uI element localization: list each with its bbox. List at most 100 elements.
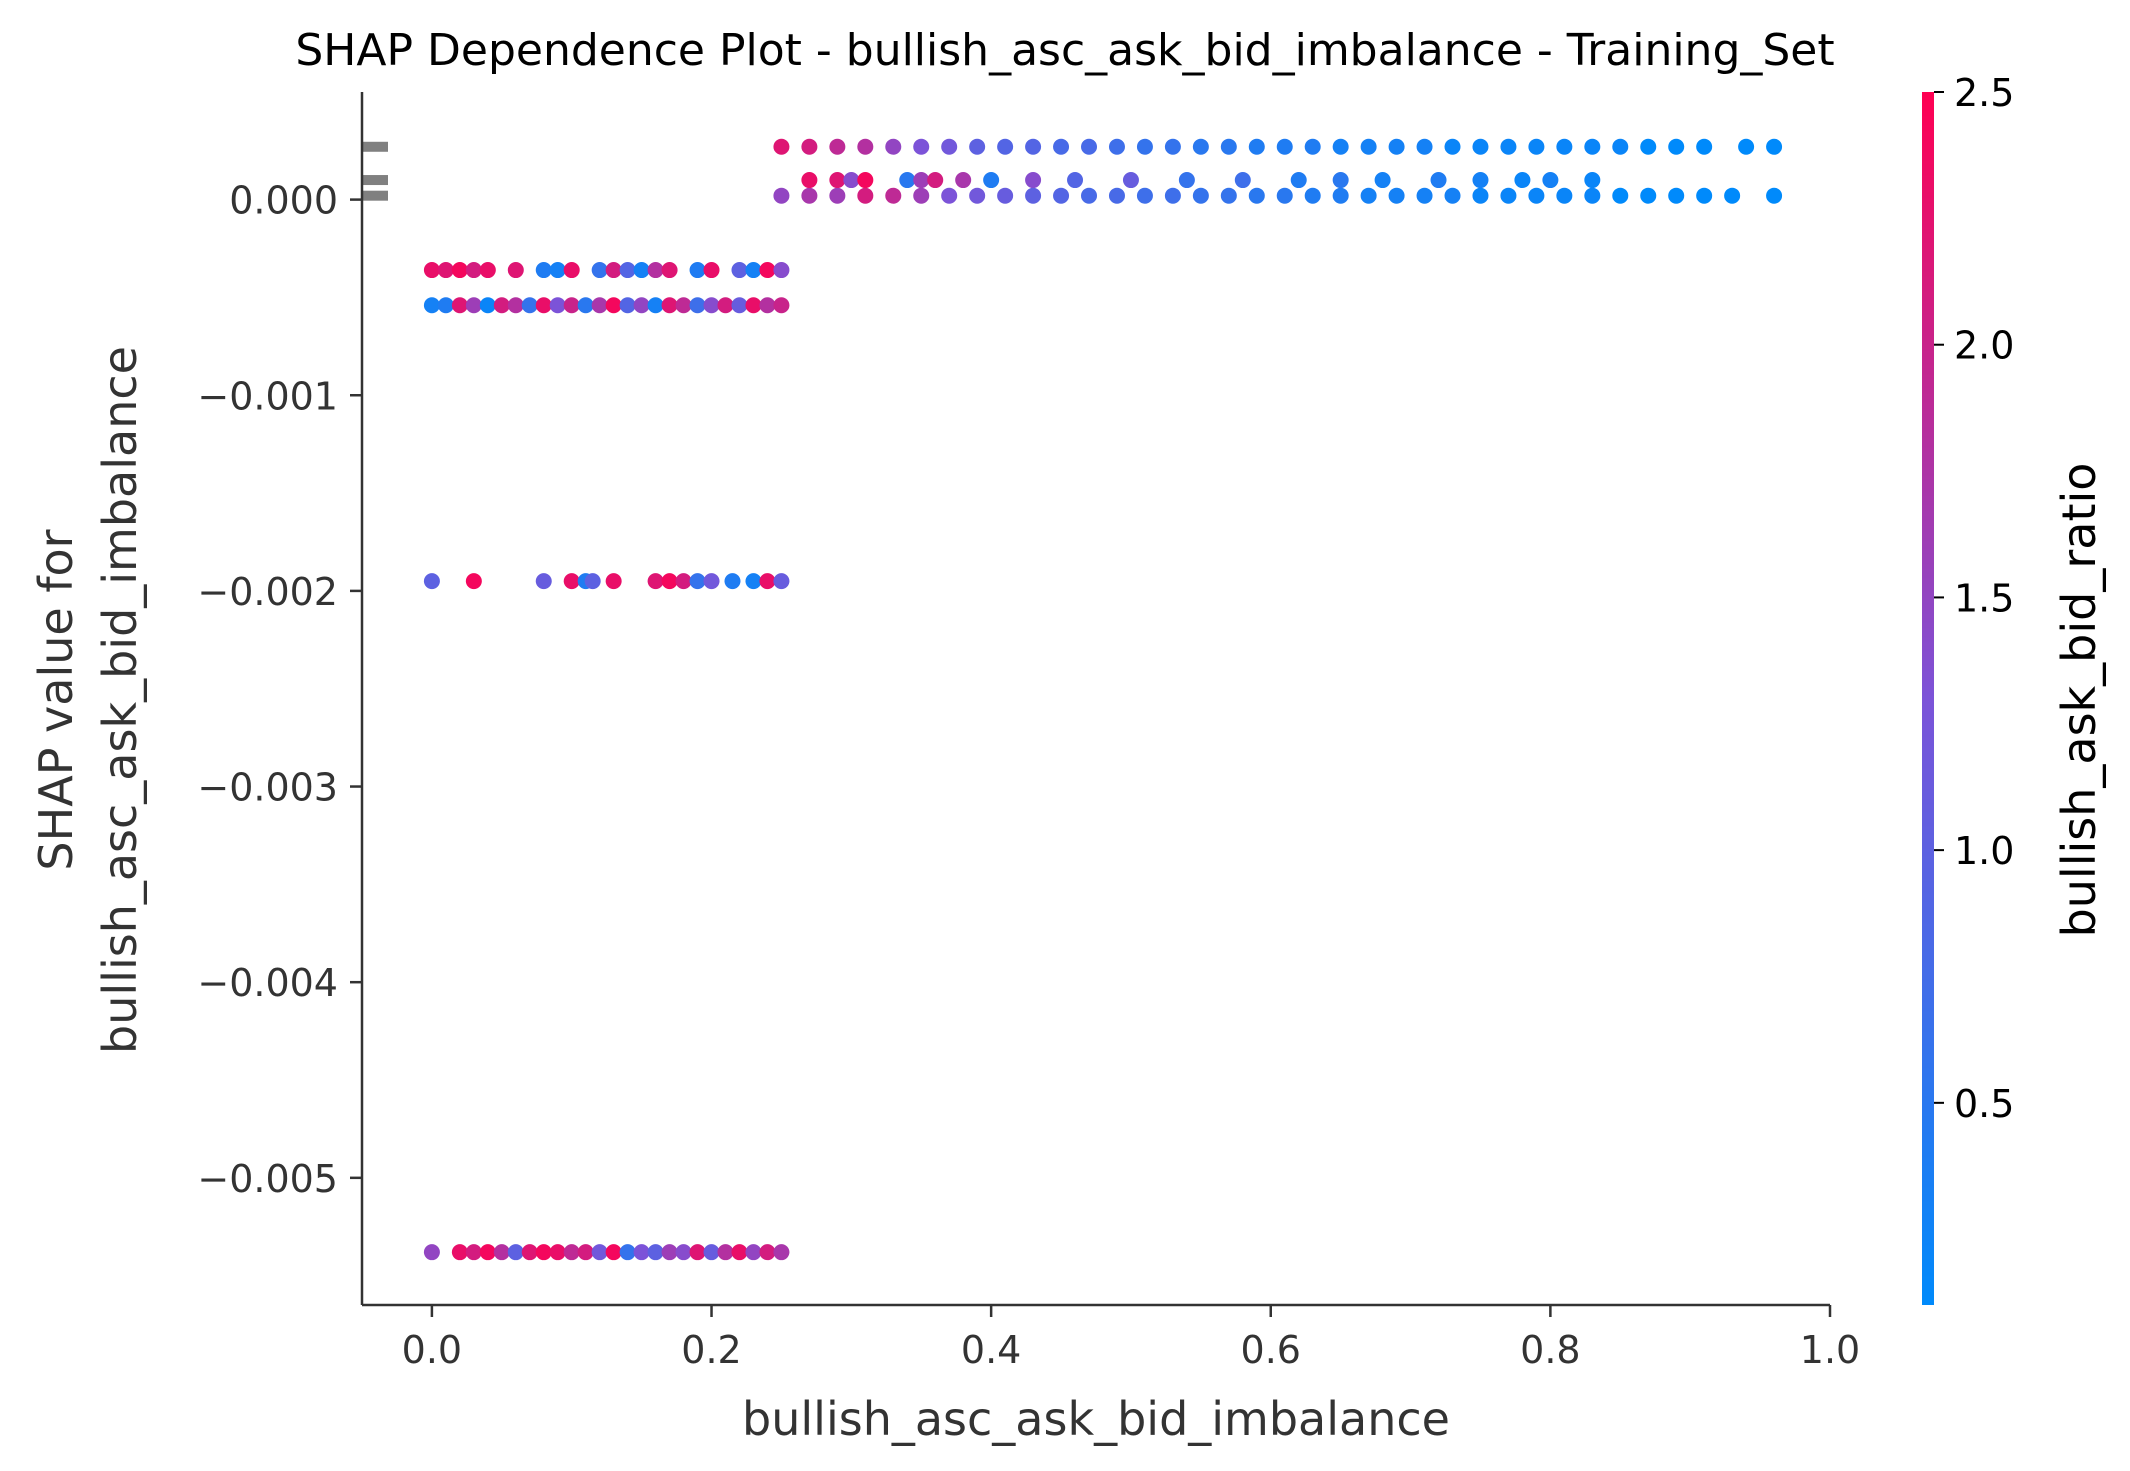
data-point-164 [899,172,916,189]
data-point-43 [731,262,748,279]
data-point-159 [1766,187,1783,204]
chart-title: SHAP Dependence Plot - bullish_asc_ask_b… [295,25,1834,76]
data-point-64 [451,1244,468,1261]
data-point-82 [703,1244,720,1261]
data-point-34 [563,262,580,279]
data-point-61 [759,573,776,590]
data-point-116 [1556,138,1573,155]
data-point-53 [605,573,622,590]
data-point-139 [1192,187,1209,204]
data-point-151 [1528,187,1545,204]
data-point-123 [1766,138,1783,155]
data-point-147 [1416,187,1433,204]
data-point-148 [1444,187,1461,204]
data-point-150 [1500,187,1517,204]
data-point-57 [689,573,706,590]
data-point-167 [955,172,972,189]
data-point-27 [437,262,454,279]
data-point-140 [1220,187,1237,204]
data-point-93 [913,138,930,155]
data-point-84 [731,1244,748,1261]
data-point-174 [1290,172,1307,189]
data-point-90 [829,138,846,155]
data-point-52 [584,573,601,590]
data-point-3 [465,297,482,314]
data-point-2 [451,297,468,314]
data-point-30 [479,262,496,279]
data-point-114 [1500,138,1517,155]
x-tick-label-4: 0.8 [1520,1328,1580,1372]
data-point-103 [1192,138,1209,155]
data-point-19 [689,297,706,314]
y-tick-label-1: −0.001 [197,374,338,418]
data-point-117 [1584,138,1601,155]
y-tick-label-3: −0.003 [197,766,338,810]
data-point-155 [1640,187,1657,204]
histogram-mark-1 [362,175,388,186]
y-axis-label-line-2: bullish_asc_ask_bid_imbalance [93,346,147,1054]
colorbar-tick-label-4: 2.5 [1954,71,2014,115]
data-point-122 [1738,138,1755,155]
x-tick-label-1: 0.2 [681,1328,741,1372]
colorbar [1922,92,1934,1305]
y-axis-ticks: 0.000 −0.001 −0.002 −0.003 −0.004 −0.005 [197,179,362,1201]
data-point-87 [773,1244,790,1261]
data-point-5 [493,297,510,314]
data-point-28 [451,262,468,279]
y-axis-label: SHAP value for bullish_asc_ask_bid_imbal… [29,346,147,1054]
data-point-49 [535,573,552,590]
data-point-65 [465,1244,482,1261]
data-point-130 [941,187,958,204]
data-point-10 [563,297,580,314]
data-point-113 [1472,138,1489,155]
data-point-1 [437,297,454,314]
data-point-38 [633,262,650,279]
data-point-171 [1122,172,1139,189]
data-point-18 [675,297,692,314]
data-point-72 [563,1244,580,1261]
data-point-115 [1528,138,1545,155]
data-point-146 [1388,187,1405,204]
data-point-73 [577,1244,594,1261]
data-point-44 [745,262,762,279]
data-point-86 [759,1244,776,1261]
data-point-124 [773,187,790,204]
data-point-6 [507,297,524,314]
data-point-126 [829,187,846,204]
data-point-45 [759,262,776,279]
data-point-153 [1584,187,1601,204]
data-point-24 [759,297,776,314]
data-point-129 [913,187,930,204]
data-point-8 [535,297,552,314]
data-point-75 [605,1244,622,1261]
data-point-138 [1164,187,1181,204]
data-point-109 [1360,138,1377,155]
data-point-134 [1053,187,1070,204]
data-point-15 [633,297,650,314]
x-tick-label-5: 1.0 [1800,1328,1860,1372]
data-point-40 [661,262,678,279]
data-point-157 [1696,187,1713,204]
data-point-119 [1640,138,1657,155]
data-point-144 [1332,187,1349,204]
histogram-marks [362,141,388,201]
data-point-17 [661,297,678,314]
data-point-102 [1164,138,1181,155]
data-point-85 [745,1244,762,1261]
data-point-23 [745,297,762,314]
data-point-154 [1612,187,1629,204]
data-point-71 [549,1244,566,1261]
data-point-94 [941,138,958,155]
data-point-0 [423,297,440,314]
data-point-37 [619,262,636,279]
y-tick-label-2: −0.002 [197,570,338,614]
data-point-4 [479,297,496,314]
data-point-169 [1025,172,1042,189]
data-point-98 [1053,138,1070,155]
y-tick-label-5: −0.005 [197,1157,338,1201]
data-point-83 [717,1244,734,1261]
x-tick-label-3: 0.6 [1241,1328,1301,1372]
data-point-158 [1724,187,1741,204]
data-point-26 [423,262,440,279]
data-point-107 [1304,138,1321,155]
